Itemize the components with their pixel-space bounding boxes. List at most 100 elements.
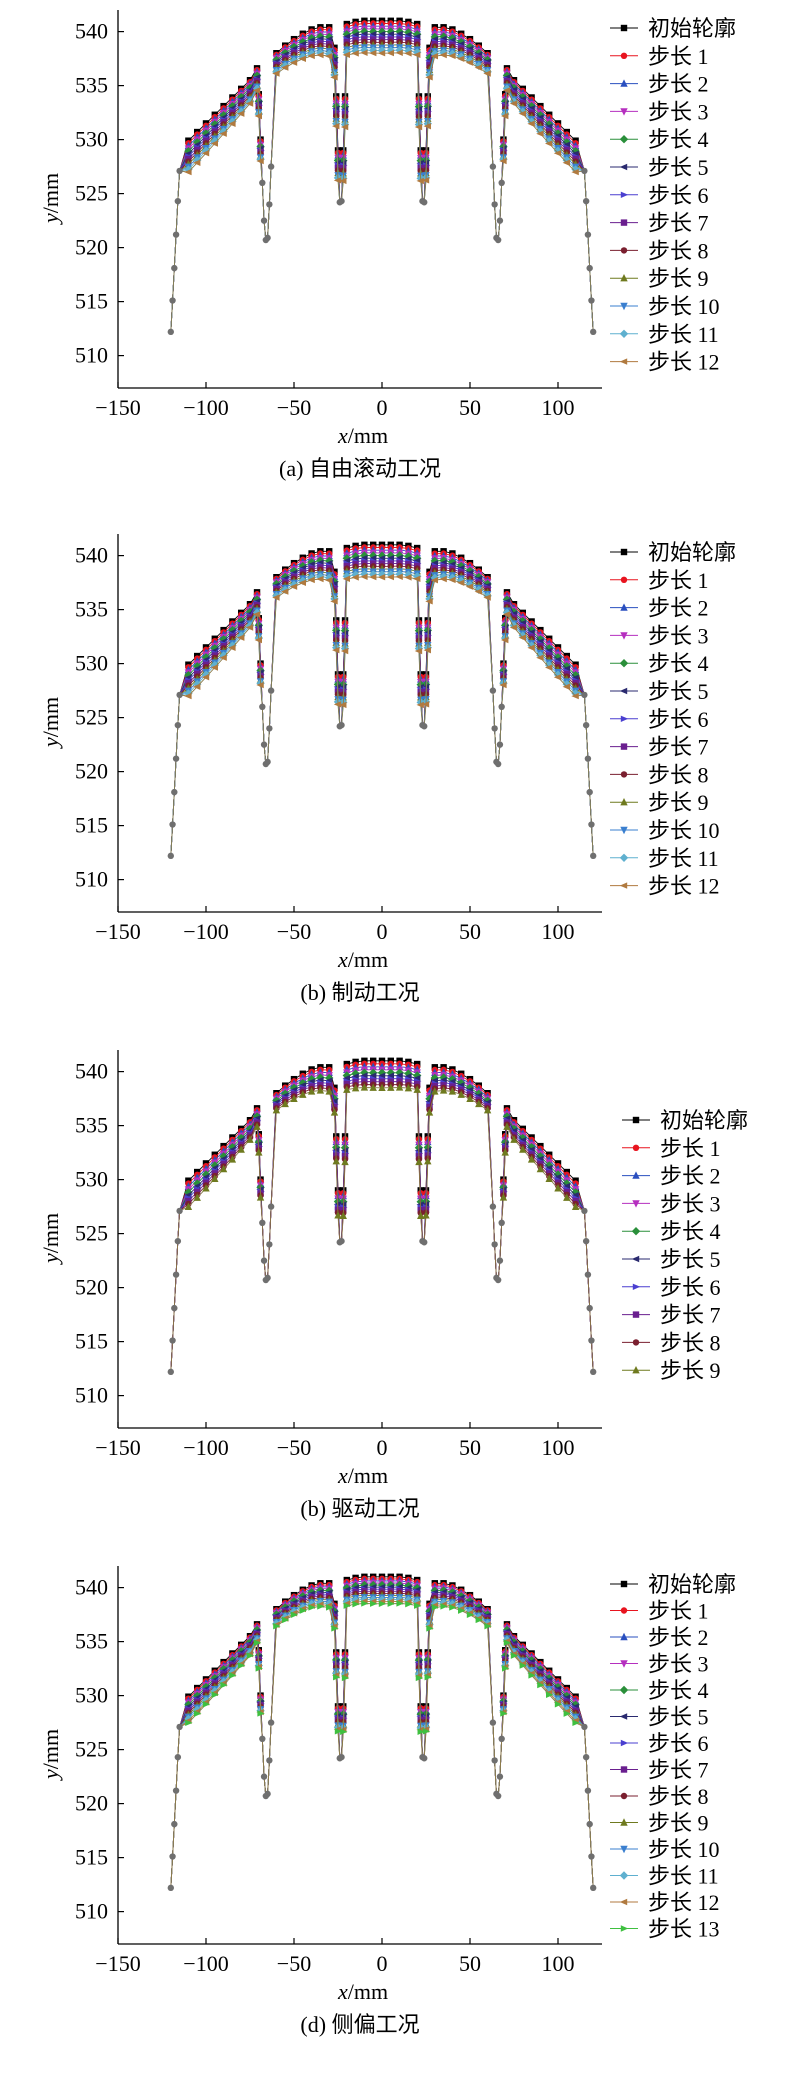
y-tick-label: 530 bbox=[75, 1683, 108, 1708]
data-point bbox=[201, 653, 211, 662]
data-point bbox=[474, 588, 482, 595]
data-point bbox=[237, 1133, 246, 1143]
data-point bbox=[176, 691, 183, 699]
data-point bbox=[307, 52, 315, 60]
data-point bbox=[586, 1820, 593, 1828]
data-point bbox=[581, 1723, 588, 1731]
data-point bbox=[457, 579, 465, 586]
data-point bbox=[369, 1595, 378, 1604]
legend-label: 步长 10 bbox=[648, 1837, 720, 1862]
legend-marker bbox=[619, 659, 629, 668]
data-point bbox=[169, 1337, 176, 1344]
legend-marker bbox=[620, 219, 628, 226]
series-line bbox=[170, 31, 594, 332]
series-line bbox=[170, 568, 594, 856]
series-line bbox=[170, 1078, 594, 1372]
data-point bbox=[172, 231, 180, 238]
series-line bbox=[170, 565, 594, 856]
legend-item: 步长 5 bbox=[610, 1705, 709, 1730]
data-point bbox=[167, 852, 174, 860]
data-point bbox=[491, 725, 498, 732]
y-tick-label: 530 bbox=[75, 127, 108, 152]
data-point bbox=[502, 611, 511, 618]
data-point bbox=[498, 1219, 505, 1226]
y-tick-label: 520 bbox=[75, 759, 108, 784]
data-point bbox=[316, 51, 324, 59]
series-9 bbox=[167, 1083, 597, 1376]
x-axis-title: x/mm bbox=[337, 1979, 388, 2004]
data-point bbox=[584, 1271, 592, 1278]
series-12 bbox=[167, 49, 597, 336]
legend-marker bbox=[620, 826, 628, 835]
legend-label: 步长 10 bbox=[648, 294, 720, 319]
data-point bbox=[475, 1099, 483, 1108]
data-point bbox=[502, 1665, 510, 1672]
legend-marker bbox=[620, 1632, 628, 1641]
data-point bbox=[500, 1710, 508, 1717]
series-line bbox=[170, 33, 594, 332]
data-point bbox=[326, 1604, 334, 1611]
data-point bbox=[282, 1616, 290, 1624]
y-tick-label: 510 bbox=[75, 1383, 108, 1408]
series-line bbox=[170, 1087, 594, 1372]
data-point bbox=[184, 168, 192, 176]
data-point bbox=[417, 1728, 425, 1736]
data-point bbox=[171, 1304, 178, 1312]
data-point bbox=[571, 168, 579, 176]
legend-marker bbox=[619, 329, 629, 338]
data-point bbox=[334, 1211, 342, 1219]
data-point bbox=[228, 644, 236, 651]
data-point bbox=[562, 679, 571, 689]
data-point bbox=[439, 51, 447, 59]
data-point bbox=[333, 1673, 341, 1681]
data-point bbox=[298, 55, 306, 62]
data-point bbox=[527, 102, 536, 111]
data-point bbox=[588, 1853, 595, 1860]
legend-label: 步长 7 bbox=[660, 1303, 721, 1328]
data-point bbox=[536, 1164, 545, 1173]
data-point bbox=[474, 64, 482, 71]
legend-label: 初始轮廓 bbox=[660, 1108, 748, 1133]
series-10 bbox=[170, 44, 594, 332]
data-point bbox=[496, 741, 504, 748]
data-point bbox=[260, 741, 268, 748]
series-9 bbox=[170, 40, 594, 332]
legend-marker bbox=[620, 603, 628, 611]
series-6 bbox=[170, 1075, 594, 1372]
y-tick-label: 540 bbox=[75, 543, 108, 568]
legend-label: 步长 9 bbox=[648, 790, 709, 815]
y-tick-label: 525 bbox=[75, 181, 108, 206]
legend-label: 步长 2 bbox=[648, 1625, 709, 1650]
data-point bbox=[395, 573, 403, 580]
data-point bbox=[167, 1884, 174, 1892]
series-line bbox=[170, 1084, 594, 1372]
data-point bbox=[264, 1274, 271, 1282]
legend-item: 步长 2 bbox=[622, 1164, 721, 1189]
legend-item: 步长 7 bbox=[610, 735, 709, 760]
chart-d: −150 −100 −50 0 50 100 510 515 520 525 530 535 540 x/… bbox=[38, 1566, 736, 2037]
data-point bbox=[562, 1179, 571, 1188]
y-tick-label: 535 bbox=[75, 597, 108, 622]
y-tick-label: 525 bbox=[75, 1221, 108, 1246]
data-point bbox=[260, 1257, 268, 1264]
legend-marker bbox=[632, 1283, 641, 1290]
data-point bbox=[387, 1600, 395, 1607]
data-point bbox=[426, 1625, 434, 1632]
data-point bbox=[351, 50, 359, 57]
legend-item: 步长 12 bbox=[610, 874, 720, 899]
data-point bbox=[554, 1184, 562, 1192]
data-point bbox=[193, 1193, 201, 1201]
data-point bbox=[582, 1753, 590, 1761]
x-tick-label: −50 bbox=[277, 1435, 311, 1460]
data-point bbox=[562, 1705, 571, 1714]
data-point bbox=[590, 1884, 597, 1892]
data-point bbox=[259, 1735, 266, 1742]
data-point bbox=[256, 1193, 265, 1201]
data-point bbox=[211, 1691, 219, 1698]
series-3 bbox=[170, 1066, 594, 1372]
series-line bbox=[170, 1586, 594, 1888]
data-point bbox=[174, 1237, 182, 1245]
legend-label: 步长 10 bbox=[648, 818, 720, 843]
data-point bbox=[386, 49, 394, 57]
